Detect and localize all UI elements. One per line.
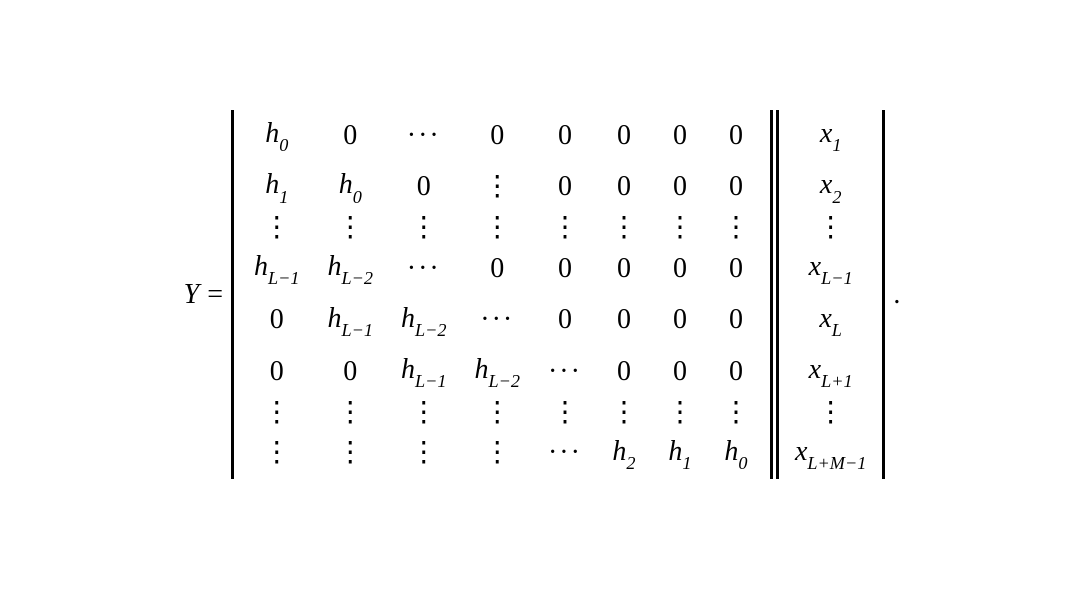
matrix-cell: h0 — [314, 161, 387, 213]
matrix-row: x1 — [785, 110, 876, 162]
matrix-cell: x2 — [785, 161, 876, 213]
matrix-cell: h0 — [240, 110, 313, 162]
matrix-cell: 0 — [596, 110, 652, 162]
matrix-cell: 0 — [596, 161, 652, 213]
matrix-cell: ··· — [534, 346, 596, 398]
matrix-cell: ⋮ — [652, 213, 708, 243]
matrix-cell: 0 — [314, 346, 387, 398]
matrix-row: xL+1 — [785, 346, 876, 398]
matrix-cell: h1 — [652, 428, 708, 480]
matrix-cell: ··· — [387, 110, 460, 162]
matrix-cell: ··· — [387, 243, 460, 295]
matrix-row: xL+M−1 — [785, 428, 876, 480]
x-vector-bracket-right — [882, 110, 885, 480]
matrix-cell: 0 — [708, 346, 764, 398]
matrix-cell: 0 — [387, 161, 460, 213]
matrix-cell: ⋮ — [387, 398, 460, 428]
matrix-cell: 0 — [596, 346, 652, 398]
matrix-cell: 0 — [652, 161, 708, 213]
matrix-cell: hL−1 — [240, 243, 313, 295]
matrix-cell: ⋮ — [461, 161, 534, 213]
matrix-cell: ⋮ — [314, 428, 387, 480]
matrix-cell: ⋮ — [708, 398, 764, 428]
matrix-cell: 0 — [596, 295, 652, 347]
matrix-cell: 0 — [708, 295, 764, 347]
matrix-row: 00hL−1hL−2···000 — [240, 346, 764, 398]
matrix-cell: 0 — [314, 110, 387, 162]
matrix-row: 0hL−1hL−2···0000 — [240, 295, 764, 347]
matrix-row: ⋮⋮⋮⋮⋮⋮⋮⋮ — [240, 398, 764, 428]
matrix-cell: ⋮ — [387, 213, 460, 243]
matrix-row: ⋮ — [785, 213, 876, 243]
matrix-row: hL−1hL−2···00000 — [240, 243, 764, 295]
matrix-cell: h1 — [240, 161, 313, 213]
matrix-row: xL — [785, 295, 876, 347]
matrix-equation: Y = h00···00000h1h00⋮0000⋮⋮⋮⋮⋮⋮⋮⋮hL−1hL−… — [184, 110, 901, 480]
matrix-row: xL−1 — [785, 243, 876, 295]
matrix-cell: hL−2 — [387, 295, 460, 347]
matrix-cell: hL−1 — [314, 295, 387, 347]
matrix-cell: 0 — [652, 110, 708, 162]
matrix-cell: xL+M−1 — [785, 428, 876, 480]
matrix-row: ⋮⋮⋮⋮⋮⋮⋮⋮ — [240, 213, 764, 243]
matrix-cell: ··· — [534, 428, 596, 480]
matrix-cell: 0 — [596, 243, 652, 295]
h-matrix-body: h00···00000h1h00⋮0000⋮⋮⋮⋮⋮⋮⋮⋮hL−1hL−2···… — [240, 110, 764, 480]
matrix-cell: ··· — [461, 295, 534, 347]
matrix-cell: 0 — [652, 243, 708, 295]
equation-period: . — [893, 279, 900, 311]
matrix-cell: ⋮ — [314, 398, 387, 428]
x-vector-body: x1x2⋮xL−1xLxL+1⋮xL+M−1 — [785, 110, 876, 480]
matrix-cell: 0 — [240, 346, 313, 398]
matrix-cell: xL+1 — [785, 346, 876, 398]
matrix-row: ⋮ — [785, 398, 876, 428]
matrix-cell: 0 — [708, 110, 764, 162]
matrix-cell: ⋮ — [785, 213, 876, 243]
matrix-cell: x1 — [785, 110, 876, 162]
matrix-row: ⋮⋮⋮⋮···h2h1h0 — [240, 428, 764, 480]
matrix-cell: ⋮ — [708, 213, 764, 243]
matrix-cell: 0 — [461, 110, 534, 162]
matrix-cell: 0 — [652, 346, 708, 398]
matrix-cell: 0 — [708, 243, 764, 295]
matrix-cell: 0 — [240, 295, 313, 347]
matrix-row: h00···00000 — [240, 110, 764, 162]
matrix-cell: xL — [785, 295, 876, 347]
matrix-cell: ⋮ — [240, 428, 313, 480]
matrix-cell: ⋮ — [652, 398, 708, 428]
matrix-cell: 0 — [534, 161, 596, 213]
matrix-cell: h0 — [708, 428, 764, 480]
matrix-cell: 0 — [652, 295, 708, 347]
equals-sign: = — [207, 279, 223, 311]
matrix-cell: xL−1 — [785, 243, 876, 295]
matrix-cell: 0 — [534, 110, 596, 162]
matrix-cell: ⋮ — [461, 428, 534, 480]
h-matrix: h00···00000h1h00⋮0000⋮⋮⋮⋮⋮⋮⋮⋮hL−1hL−2···… — [231, 110, 885, 480]
matrix-cell: ⋮ — [240, 398, 313, 428]
matrix-row: h1h00⋮0000 — [240, 161, 764, 213]
matrix-cell: ⋮ — [785, 398, 876, 428]
matrix-cell: hL−2 — [314, 243, 387, 295]
h-matrix-bracket-left — [231, 110, 234, 480]
matrix-cell: ⋮ — [240, 213, 313, 243]
matrix-cell: ⋮ — [461, 213, 534, 243]
matrix-cell: ⋮ — [596, 398, 652, 428]
lhs-variable: Y — [184, 279, 200, 311]
matrix-cell: ⋮ — [314, 213, 387, 243]
matrix-cell: 0 — [534, 243, 596, 295]
matrix-cell: ⋮ — [534, 398, 596, 428]
h-matrix-bracket-right-x-left — [770, 110, 779, 480]
matrix-cell: 0 — [534, 295, 596, 347]
matrix-cell: 0 — [461, 243, 534, 295]
matrix-cell: ⋮ — [461, 398, 534, 428]
matrix-row: x2 — [785, 161, 876, 213]
matrix-cell: ⋮ — [387, 428, 460, 480]
matrix-cell: hL−1 — [387, 346, 460, 398]
matrix-cell: h2 — [596, 428, 652, 480]
matrix-cell: ⋮ — [534, 213, 596, 243]
matrix-cell: hL−2 — [461, 346, 534, 398]
matrix-cell: 0 — [708, 161, 764, 213]
matrix-cell: ⋮ — [596, 213, 652, 243]
